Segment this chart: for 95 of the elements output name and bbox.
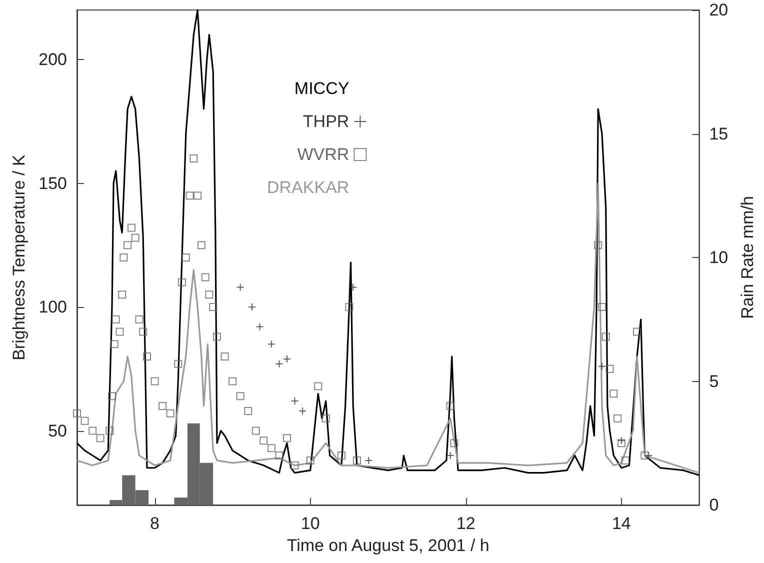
point [166,409,174,418]
point [106,426,114,435]
point [194,192,202,200]
point [267,444,276,452]
point [150,377,159,386]
point [88,426,97,435]
legend-label: THPR [302,112,350,131]
point [220,352,229,360]
point [290,397,299,406]
y-tick-label: 150 [38,174,67,193]
y2-tick-label: 10 [709,248,728,267]
point [275,452,284,460]
point [322,414,330,422]
point [610,390,618,398]
point [174,360,182,368]
point [306,456,314,464]
point [632,328,641,336]
point [282,354,291,363]
point [617,436,626,445]
point [178,278,186,286]
point [236,283,244,292]
y2-tick-label: 0 [709,496,719,514]
point [446,452,454,460]
point [116,328,124,336]
point [112,315,120,324]
point [598,362,606,370]
point [644,452,653,460]
y2-tick-label: 5 [709,372,719,391]
point [80,416,89,425]
point [158,402,167,410]
x-axis-title: Time on August 5, 2001 / h [286,536,490,555]
point [139,328,148,336]
point [450,439,458,448]
point [640,452,649,460]
point [142,352,151,360]
y-tick-label: 50 [48,421,67,440]
y-axis-title: Brightness Temperature / K [10,154,29,360]
x-tick-label: 10 [300,514,320,533]
point [267,340,276,348]
y2-tick-label: 20 [709,0,728,20]
point [598,303,606,311]
point [228,377,237,386]
point [182,254,190,262]
point [252,426,260,435]
point [236,392,244,400]
point [244,406,252,415]
point [606,364,614,373]
y2-tick-label: 15 [709,124,728,144]
point [352,456,361,464]
point [256,322,264,331]
point [260,436,268,445]
point [209,303,218,311]
point [131,234,140,242]
line-series [76,182,700,474]
x-tick-label: 12 [456,514,476,533]
point [197,241,206,250]
point [118,290,126,299]
point [205,290,214,299]
point [201,273,210,282]
point [248,303,256,311]
point [349,283,358,292]
y-tick-label: 100 [38,298,67,316]
point [186,192,194,200]
text: MICCY [294,79,350,98]
point [124,241,132,250]
point [190,154,198,162]
line-series [76,9,700,476]
point [614,414,622,422]
point [314,382,322,390]
x-tick-label: 14 [612,514,631,533]
point [594,241,602,250]
point [337,452,346,460]
point [621,456,630,464]
x-tick-label: 8 [150,514,160,533]
point [73,409,81,418]
point [96,434,104,442]
point [120,254,128,262]
point [298,406,307,415]
point [602,332,610,341]
point [446,402,454,410]
point [110,340,118,348]
point [212,332,221,341]
y-tick-label: 200 [38,50,67,69]
y2-axis-title: Rain Rate mm/h [738,196,757,319]
point [290,461,299,470]
legend-label: WVRR [297,145,350,164]
point [127,224,136,232]
point [108,392,116,400]
point [135,315,144,324]
point [364,456,373,464]
point [282,434,291,442]
point [275,360,284,368]
point [345,303,354,311]
text: DRAKKAR [267,178,350,197]
point [617,439,626,448]
